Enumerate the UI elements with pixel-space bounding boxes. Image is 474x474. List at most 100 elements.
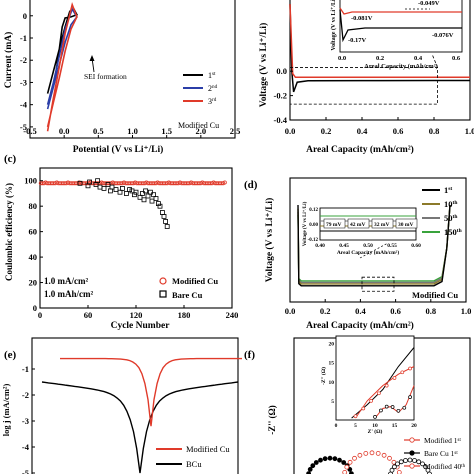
panel-b-ytick-label: -0.2: [274, 91, 287, 101]
panel-a-ytick-label: -3: [20, 77, 27, 87]
inset-xtick-label: 5: [354, 423, 357, 429]
inset-overpotential-label: 30 mV: [398, 222, 413, 228]
inset-ytick-label: -0.12: [308, 238, 319, 243]
inset-modified-point: [361, 406, 366, 411]
panel-e-label: (e): [4, 349, 17, 361]
inset-overpotential-label: 79 mV: [326, 222, 341, 228]
inset-annotation: -0.17V: [348, 37, 367, 44]
inset-modified-point: [384, 383, 389, 388]
legend-swatch-marker: [409, 463, 415, 469]
bcu-tafel-curve: [41, 381, 239, 474]
panel-b-ytick-label: 0.0: [276, 66, 287, 76]
panel-d: (d) Areal Capacity (mAh/cm²) Voltage (V …: [244, 177, 471, 331]
inset-xtick-label: 0.60: [411, 243, 421, 249]
legend-label: Bare Cu 1st: [424, 449, 458, 458]
panel-c-ytick-label: 100: [24, 176, 37, 186]
modified-40th-point: [398, 459, 404, 465]
panel-b-ylabel: Voltage (V vs Li⁺/Li): [258, 23, 269, 107]
panel-e-ytick-label: -2: [22, 390, 29, 400]
panel-f: (f) -Z'' (Ω) 0 5 10 15 20 5 10 15 20 Z' (Ω) -Z'' (…: [244, 335, 471, 474]
inset-bare-point: [390, 405, 395, 409]
panel-a-xtick-label: 0.0: [59, 126, 70, 136]
sei-arrow-head: [89, 55, 95, 61]
modified-40th-point: [416, 459, 422, 465]
panel-d-ylabel: Voltage (V vs Li⁺/Li): [264, 198, 275, 282]
panel-a-annotation: SEI formation: [84, 72, 127, 81]
inset-bare-point: [396, 408, 401, 413]
panel-e-ytick-label: -4: [22, 442, 30, 452]
series-2nd-line: [46, 7, 78, 110]
panel-d-legend: 1st 10th 50th 150th: [422, 185, 462, 237]
panel-e-ytick-label: -5: [22, 468, 29, 474]
modified-1st-point: [347, 459, 353, 465]
panel-d-xtick-label: 0.6: [390, 306, 401, 316]
legend-label: 1st: [208, 71, 216, 80]
legend-marker-modified-cu: [159, 277, 167, 285]
panel-d-footer: Modified Cu: [412, 290, 458, 300]
panel-d-inset: 79 mV 42 mV 32 mV 30 mV 0.40 0.45 0.50 0.55 0.60…: [302, 201, 421, 259]
legend-label: 3rd: [208, 97, 217, 106]
bare-cu-1st-point: [327, 455, 333, 461]
inset-xlabel: Areal Capacity (mAh/cm²): [364, 63, 438, 70]
legend-label: 10th: [444, 199, 457, 209]
inset-annotation: -0.081V: [351, 15, 373, 22]
modified-1st-point: [357, 452, 363, 458]
panel-a-xtick-label: 1.5: [161, 126, 172, 136]
modified-1st-point: [369, 450, 375, 456]
inset-bare-point: [402, 405, 407, 410]
inset-xtick-label: 20: [411, 423, 417, 429]
panel-d-xtick-label: 0.0: [285, 306, 296, 316]
inset-xtick-label: 0: [335, 423, 338, 429]
bare-cu-point: [113, 187, 119, 193]
panel-e: (e) log j (mA/cm²) -1 -2 -3 -4 -5 Modified C…: [1, 337, 242, 474]
panel-a-xtick-label: -0.5: [23, 126, 36, 136]
bare-cu-point: [95, 178, 100, 184]
legend-label: Modified 1st: [424, 436, 461, 445]
panel-d-xtick-label: 0.4: [355, 306, 366, 316]
inset-xtick-label: 0.55: [387, 243, 397, 249]
panel-f-inset: 0 5 10 15 20 5 10 15 20 Z' (Ω) -Z'' (Ω): [320, 335, 417, 435]
modified-40th-point: [395, 461, 400, 467]
modified-40th-point: [420, 461, 425, 467]
inset-black-curve: [339, 9, 462, 43]
panel-b-xtick-label: 0.8: [429, 126, 440, 136]
panel-b-xtick-label: 0.4: [357, 126, 368, 136]
panel-b-xtick-label: 0.6: [393, 126, 404, 136]
inset-bare-point: [373, 415, 377, 419]
inset-annotation: -0.076V: [432, 32, 454, 39]
panel-c-xtick-label: 0: [38, 310, 42, 320]
panel-c-legend: Modified Cu Bare Cu: [159, 276, 218, 300]
panel-e-frame: [31, 337, 239, 474]
bare-cu-point: [120, 185, 125, 191]
inset-annotation: -0.049V: [418, 0, 440, 7]
bare-cu-point: [117, 189, 123, 195]
legend-label-bare-cu: Bare Cu: [172, 290, 203, 300]
legend-swatch-marker: [409, 450, 415, 456]
legend-label: 50th: [444, 213, 457, 223]
panel-c-ytick-label: 40: [29, 252, 38, 262]
panel-c-annotation-current: 1.0 mA/cm²: [44, 276, 88, 286]
bare-cu-point: [147, 189, 153, 195]
bare-cu-1st-point: [332, 456, 338, 462]
panel-b-xtick-label: 0.2: [321, 126, 332, 136]
panel-a-xtick-label: 1.0: [127, 126, 138, 136]
inset-modified-point: [369, 399, 373, 403]
bare-cu-point: [109, 184, 115, 190]
panel-a-ytick-label: -4: [20, 100, 28, 110]
inset-red-curve: [339, 7, 462, 15]
bare-cu-point: [139, 191, 145, 196]
bare-cu-1st-point: [313, 460, 319, 465]
panel-b: Areal Capacity (mAh/cm²) Voltage (V vs L…: [258, 0, 474, 155]
bare-cu-1st-point: [318, 457, 323, 463]
inset-ytick-label: 0.12: [309, 208, 318, 213]
modified-40th-point: [403, 458, 408, 463]
zoom-region-box: [289, 67, 439, 105]
inset-overpotential-box: [371, 218, 394, 229]
voltage-curve-black: [289, 4, 470, 93]
panel-e-legend: Modified Cu BCu: [156, 444, 230, 469]
legend-label: Modified 40th: [424, 462, 466, 471]
panel-c: (c) Cycle Number Coulombic efficiency (%…: [4, 153, 238, 331]
inset-modified-point: [408, 366, 412, 371]
panel-a-xtick-label: 0.5: [93, 126, 104, 136]
